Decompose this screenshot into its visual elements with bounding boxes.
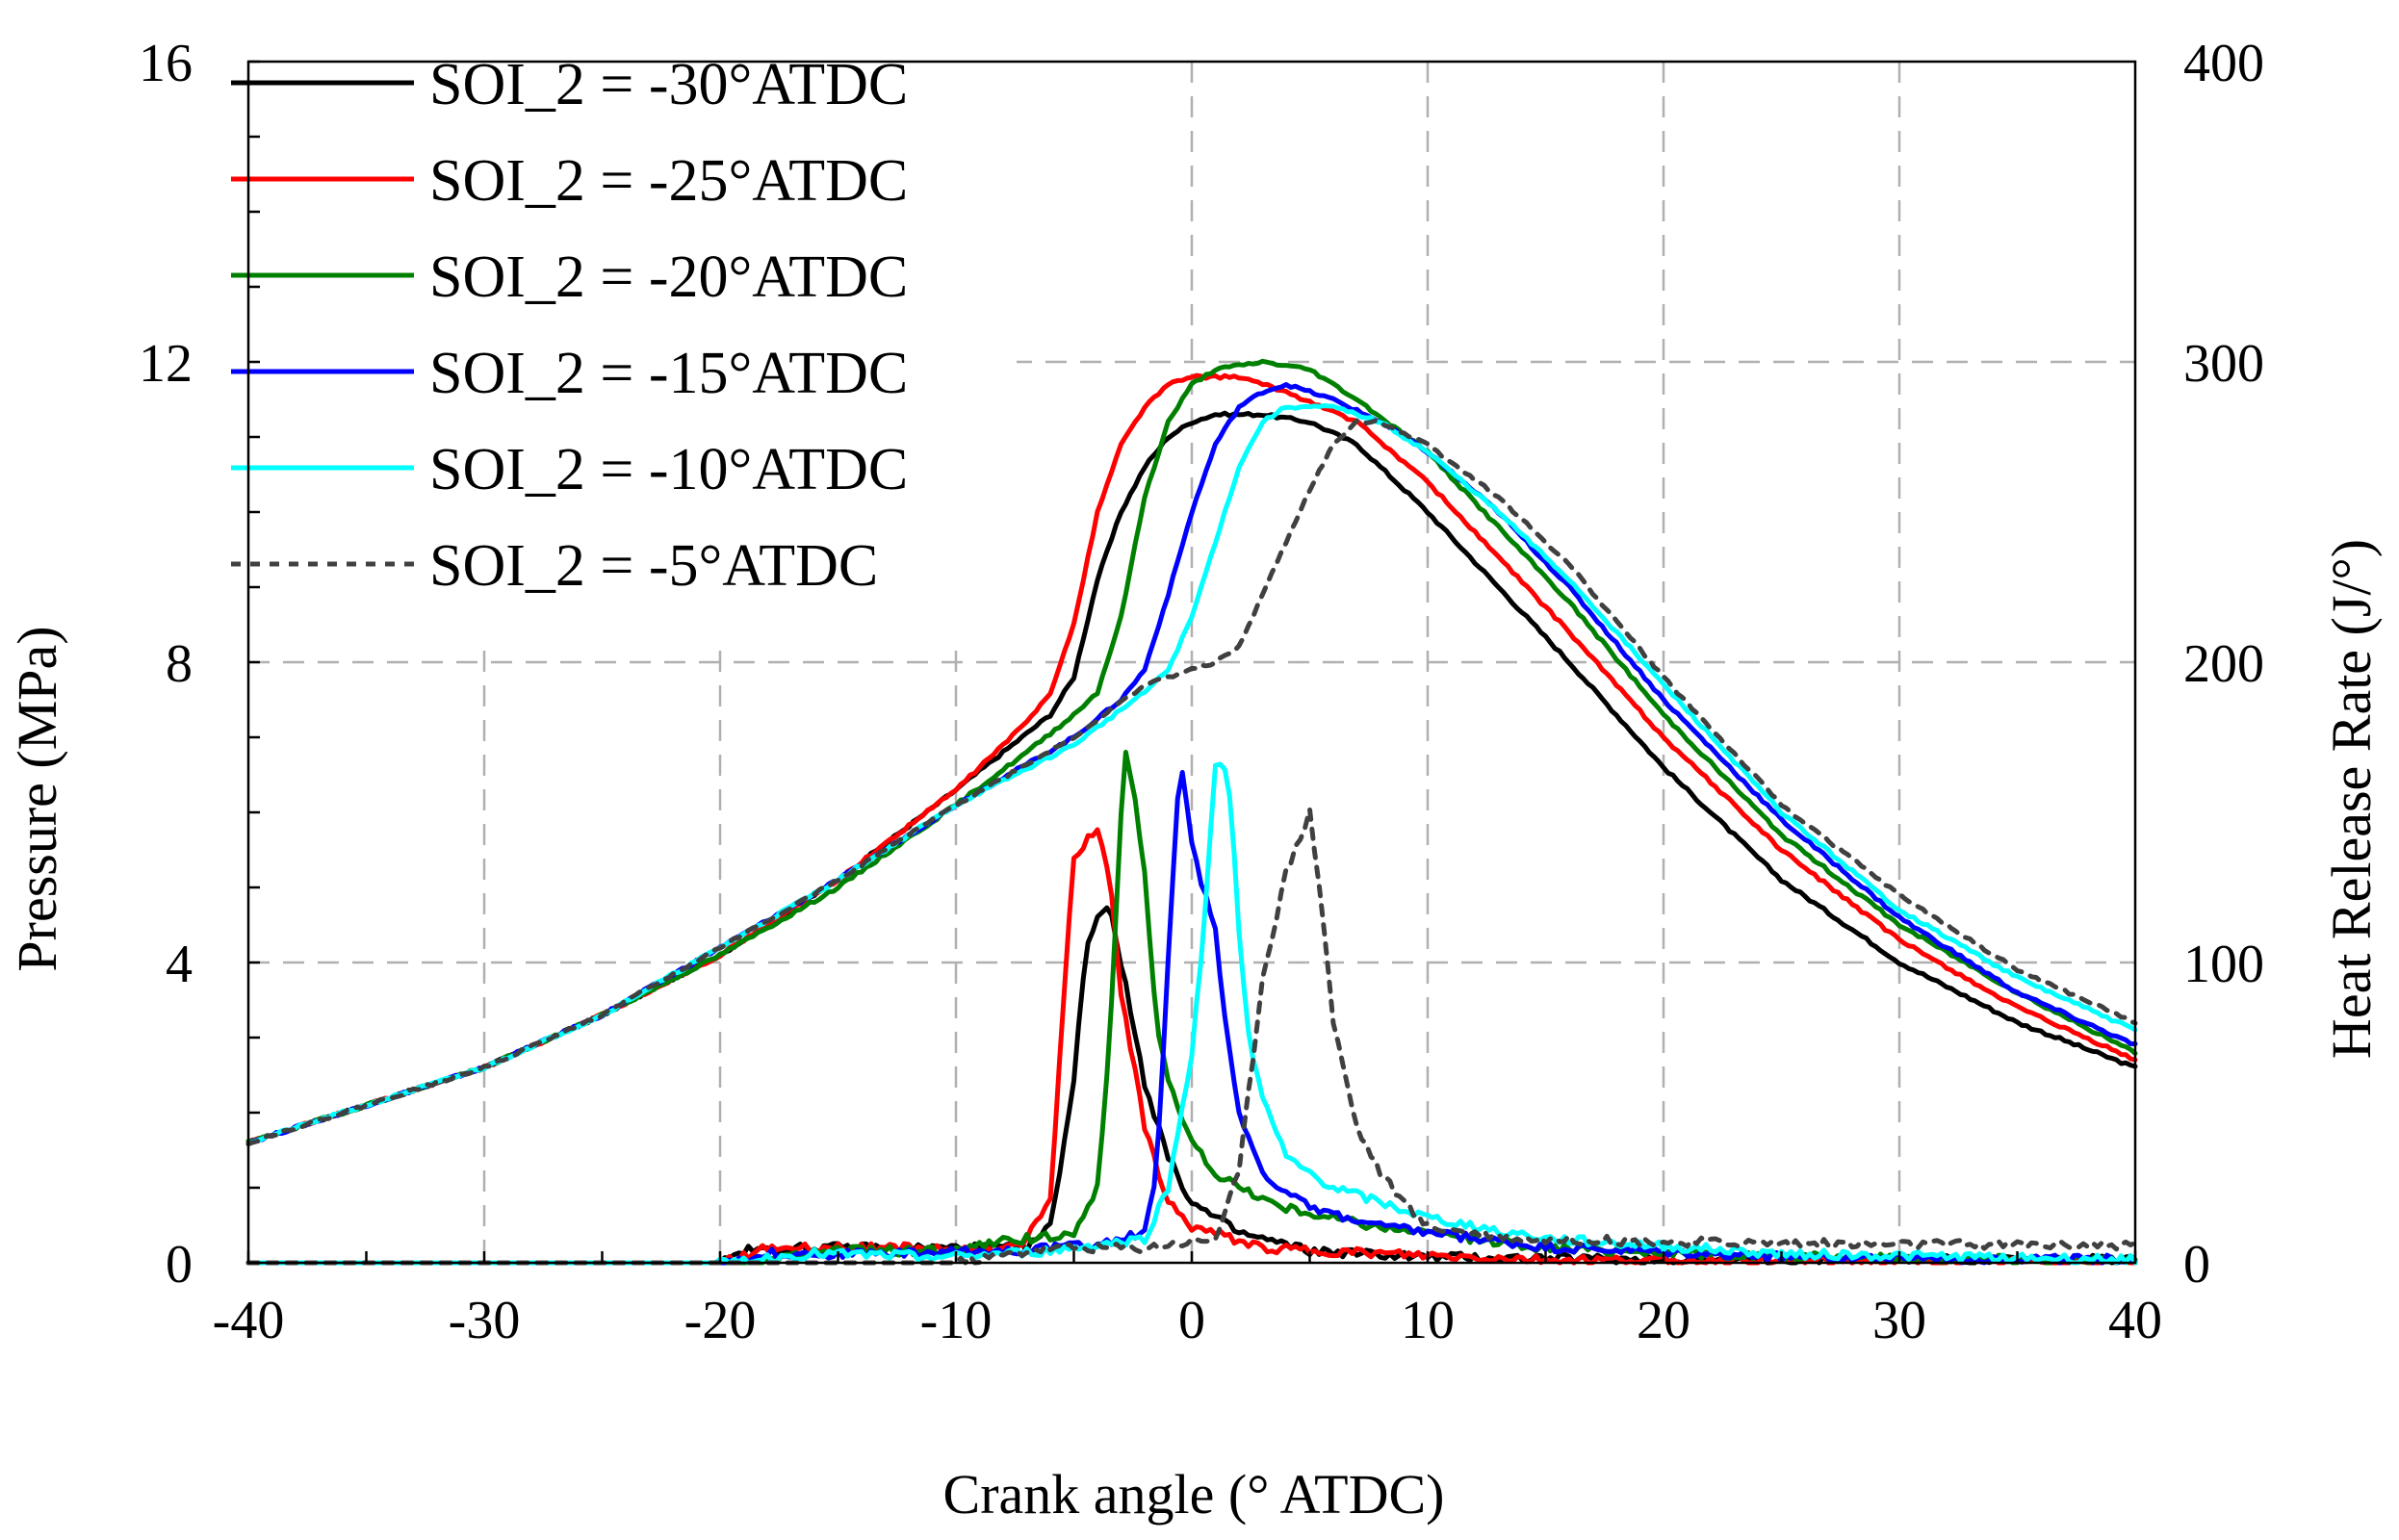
x-tick-label: -10 — [920, 1291, 993, 1350]
right-y-tick-label: 400 — [2183, 34, 2264, 93]
legend-label-1: SOI_2 = -30°ATDC — [429, 52, 908, 117]
x-tick-label: -30 — [449, 1291, 521, 1350]
right-y-tick-label: 300 — [2183, 334, 2264, 394]
legend-label-2: SOI_2 = -25°ATDC — [429, 148, 908, 214]
left-y-tick-label: 8 — [166, 634, 193, 694]
right-y-tick-label: 0 — [2183, 1235, 2210, 1295]
legend-background — [218, 35, 1017, 651]
left-y-tick-label: 0 — [166, 1235, 193, 1295]
plot-frame — [246, 60, 2137, 1265]
right-y-axis-title: Heat Release Rate (J/°) — [2320, 539, 2383, 1059]
legend-label-6: SOI_2 = -5°ATDC — [429, 533, 878, 599]
right-y-tick-label: 100 — [2183, 935, 2264, 994]
x-tick-label: 10 — [1401, 1291, 1455, 1350]
left-y-tick-label: 4 — [166, 935, 193, 994]
pressure-line-series-6 — [245, 418, 2138, 1146]
right-y-tick-label: 200 — [2183, 634, 2264, 694]
x-tick-label: -40 — [213, 1291, 285, 1350]
x-tick-label: -20 — [684, 1291, 757, 1350]
legend-label-3: SOI_2 = -20°ATDC — [429, 244, 908, 310]
x-tick-label: 30 — [1872, 1291, 1926, 1350]
pressure-line-series-5 — [245, 403, 2138, 1147]
legend: SOI_2 = -30°ATDC SOI_2 = -25°ATDC SOI_2 = … — [218, 35, 1017, 651]
legend-label-4: SOI_2 = -15°ATDC — [429, 341, 908, 406]
x-tick-label: 40 — [2108, 1291, 2162, 1350]
x-tick-label: 20 — [1637, 1291, 1690, 1350]
axes: -40 -30 -20 -10 0 10 20 30 400481216010020030040… — [139, 34, 2264, 1350]
left-y-tick-label: 16 — [139, 34, 193, 93]
x-axis-title: Crank angle (° ATDC) — [943, 1463, 1445, 1526]
left-y-tick-label: 12 — [139, 334, 193, 394]
x-tick-label: 0 — [1178, 1291, 1205, 1350]
legend-label-5: SOI_2 = -10°ATDC — [429, 437, 908, 502]
left-y-axis-title: Pressure (MPa) — [6, 626, 68, 971]
